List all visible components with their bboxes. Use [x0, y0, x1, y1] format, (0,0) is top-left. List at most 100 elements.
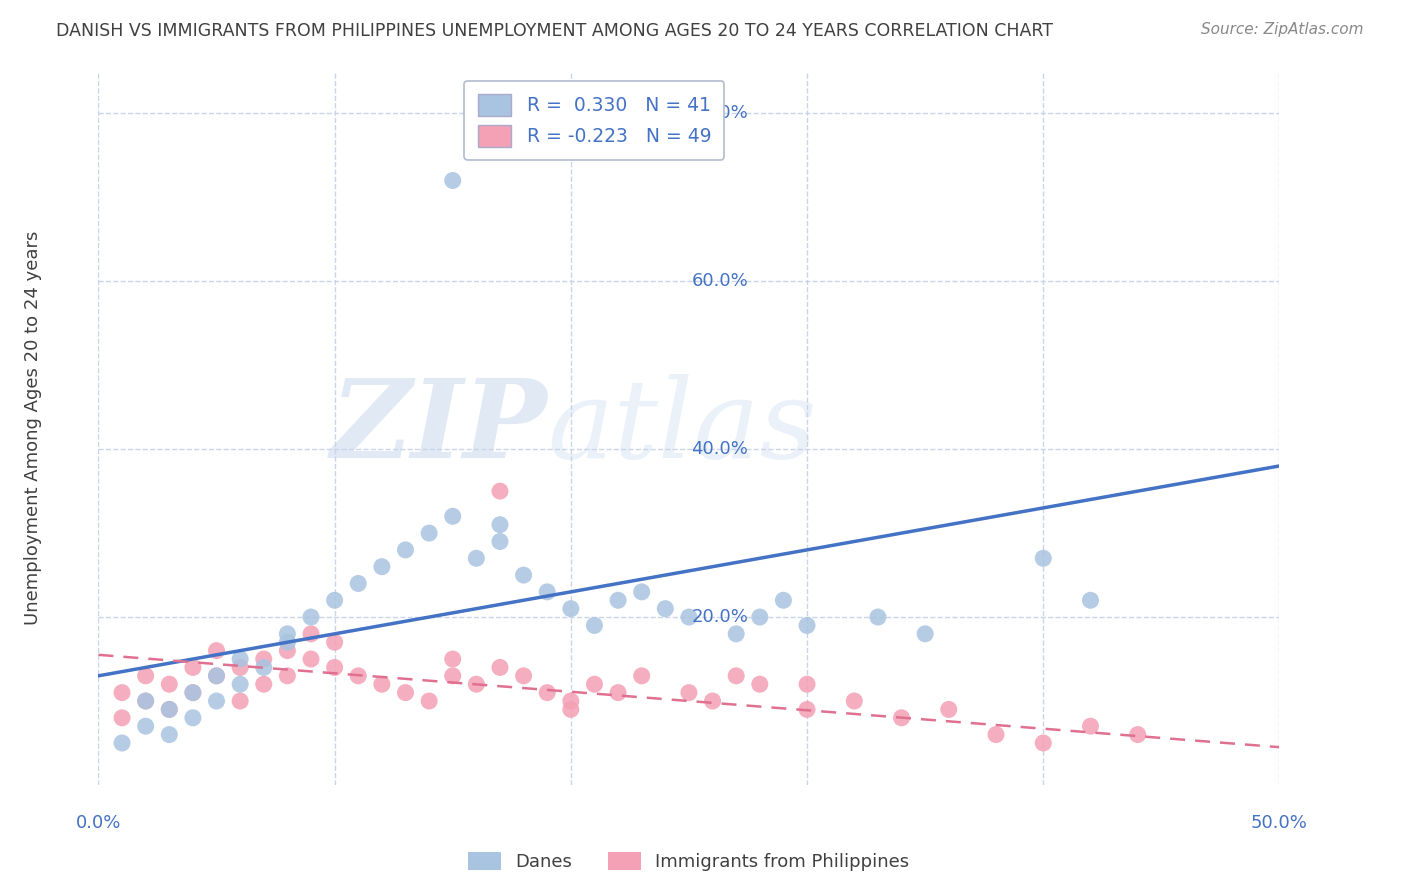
Point — [135, 694, 157, 708]
Point — [253, 660, 276, 674]
Point — [630, 669, 652, 683]
Point — [1080, 593, 1102, 607]
Point — [678, 685, 700, 699]
Point — [984, 728, 1007, 742]
Text: 60.0%: 60.0% — [692, 272, 748, 290]
Point — [181, 660, 204, 674]
Point — [512, 669, 534, 683]
Point — [157, 702, 180, 716]
Point — [111, 736, 134, 750]
Text: 40.0%: 40.0% — [692, 440, 748, 458]
Point — [299, 627, 322, 641]
Point — [890, 711, 912, 725]
Point — [181, 711, 204, 725]
Point — [489, 517, 512, 532]
Text: ZIP: ZIP — [330, 375, 547, 482]
Point — [276, 627, 298, 641]
Point — [1126, 728, 1149, 742]
Point — [465, 677, 488, 691]
Point — [678, 610, 700, 624]
Point — [157, 677, 180, 691]
Point — [796, 702, 818, 716]
Point — [205, 694, 228, 708]
Point — [441, 509, 464, 524]
Point — [607, 593, 630, 607]
Point — [135, 694, 157, 708]
Text: 0.0%: 0.0% — [76, 814, 121, 831]
Text: 20.0%: 20.0% — [692, 608, 748, 626]
Text: atlas: atlas — [547, 375, 817, 482]
Point — [205, 669, 228, 683]
Point — [1032, 736, 1054, 750]
Point — [1032, 551, 1054, 566]
Point — [276, 643, 298, 657]
Point — [725, 627, 748, 641]
Point — [1080, 719, 1102, 733]
Text: Unemployment Among Ages 20 to 24 years: Unemployment Among Ages 20 to 24 years — [24, 231, 42, 625]
Point — [157, 728, 180, 742]
Point — [512, 568, 534, 582]
Point — [489, 534, 512, 549]
Point — [157, 702, 180, 716]
Point — [630, 585, 652, 599]
Point — [796, 677, 818, 691]
Point — [441, 669, 464, 683]
Point — [748, 610, 770, 624]
Point — [229, 652, 252, 666]
Point — [135, 719, 157, 733]
Point — [111, 685, 134, 699]
Text: 80.0%: 80.0% — [692, 104, 748, 122]
Legend:  R =  0.330   N = 41,  R = -0.223   N = 49: R = 0.330 N = 41, R = -0.223 N = 49 — [464, 81, 724, 160]
Point — [347, 576, 370, 591]
Point — [866, 610, 889, 624]
Point — [938, 702, 960, 716]
Point — [607, 685, 630, 699]
Point — [465, 551, 488, 566]
Point — [229, 660, 252, 674]
Point — [229, 694, 252, 708]
Point — [583, 618, 606, 632]
Point — [253, 652, 276, 666]
Point — [489, 660, 512, 674]
Point — [702, 694, 724, 708]
Point — [323, 635, 346, 649]
Legend: Danes, Immigrants from Philippines: Danes, Immigrants from Philippines — [461, 845, 917, 879]
Point — [536, 585, 558, 599]
Point — [489, 484, 512, 499]
Point — [111, 711, 134, 725]
Text: DANISH VS IMMIGRANTS FROM PHILIPPINES UNEMPLOYMENT AMONG AGES 20 TO 24 YEARS COR: DANISH VS IMMIGRANTS FROM PHILIPPINES UN… — [56, 22, 1053, 40]
Point — [796, 618, 818, 632]
Point — [253, 677, 276, 691]
Point — [441, 652, 464, 666]
Text: Source: ZipAtlas.com: Source: ZipAtlas.com — [1201, 22, 1364, 37]
Point — [536, 685, 558, 699]
Text: 50.0%: 50.0% — [1251, 814, 1308, 831]
Point — [560, 694, 582, 708]
Point — [654, 601, 676, 615]
Point — [418, 694, 440, 708]
Point — [371, 677, 394, 691]
Point — [844, 694, 866, 708]
Point — [347, 669, 370, 683]
Point — [560, 702, 582, 716]
Point — [914, 627, 936, 641]
Point — [276, 669, 298, 683]
Point — [323, 593, 346, 607]
Point — [725, 669, 748, 683]
Point — [394, 685, 416, 699]
Point — [772, 593, 794, 607]
Point — [394, 542, 416, 557]
Point — [205, 669, 228, 683]
Point — [418, 526, 440, 541]
Point — [181, 685, 204, 699]
Point — [276, 635, 298, 649]
Point — [205, 643, 228, 657]
Point — [299, 652, 322, 666]
Point — [323, 660, 346, 674]
Point — [748, 677, 770, 691]
Point — [441, 173, 464, 187]
Point — [583, 677, 606, 691]
Point — [181, 685, 204, 699]
Point — [371, 559, 394, 574]
Point — [229, 677, 252, 691]
